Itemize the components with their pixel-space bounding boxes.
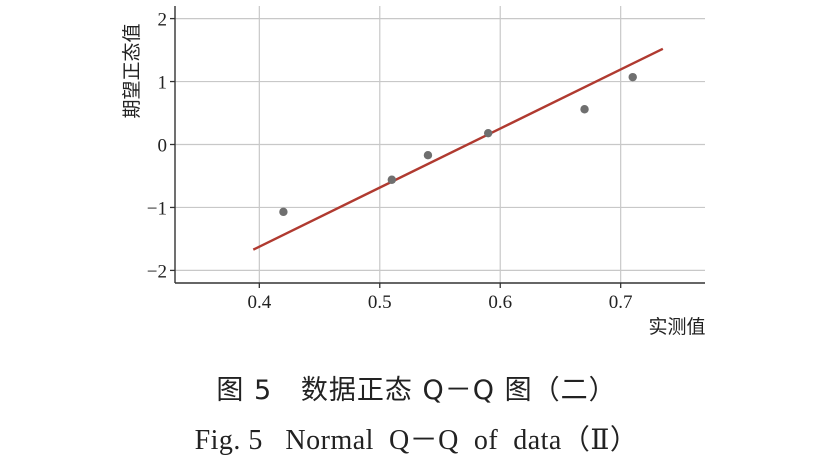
y-tick-label: 1 — [158, 73, 168, 94]
figure-caption-chinese: 图 5 数据正态 Q－Q 图（二） — [216, 375, 617, 406]
reference-line-group — [252, 47, 664, 251]
x-tick-label: 0.5 — [368, 292, 392, 313]
data-point — [580, 105, 589, 114]
figure-caption-english: Fig. 5 Normal Q－Q of data（Ⅱ） — [194, 425, 639, 456]
data-point — [387, 175, 397, 184]
y-tick-labels: −2 −1 0 1 2 — [147, 10, 167, 283]
qq-plot: −2 −1 0 1 2 0.4 0.5 0.6 0.7 实测值 期望正态值 — [121, 6, 706, 338]
data-point — [279, 207, 288, 217]
grid-lines — [175, 6, 705, 283]
axes — [170, 6, 705, 288]
data-point — [628, 72, 637, 82]
y-tick-label: −1 — [147, 198, 167, 219]
y-axis-title: 期望正态值 — [121, 23, 143, 118]
x-tick-labels: 0.4 0.5 0.6 0.7 — [247, 292, 632, 313]
data-points — [279, 72, 637, 217]
data-point — [423, 151, 433, 160]
x-tick-label: 0.7 — [609, 292, 633, 313]
x-tick-label: 0.6 — [488, 292, 512, 313]
y-tick-label: 0 — [158, 136, 168, 157]
y-tick-label: 2 — [158, 10, 168, 31]
y-tick-label: −2 — [147, 261, 167, 282]
reference-line — [252, 47, 664, 251]
x-tick-label: 0.4 — [247, 292, 271, 313]
x-axis-title: 实测值 — [648, 316, 705, 338]
data-point — [483, 128, 493, 138]
